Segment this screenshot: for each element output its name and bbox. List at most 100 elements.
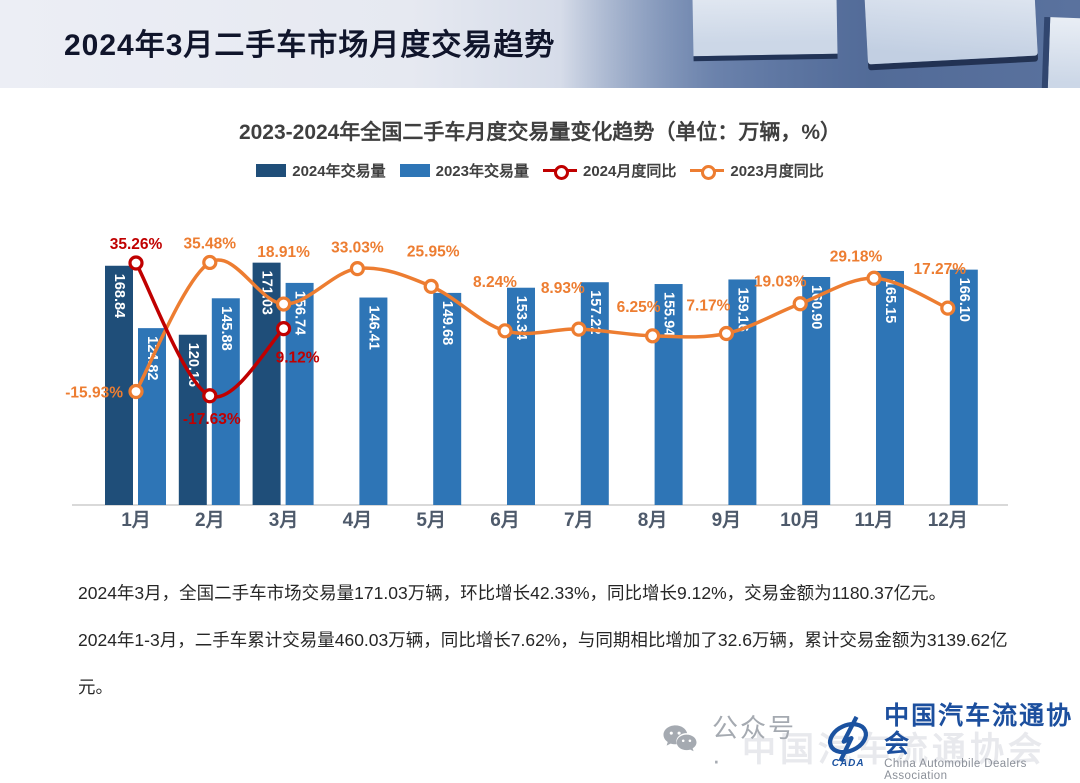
legend-label: 2024年交易量 <box>292 163 386 180</box>
marker-2023月度同比-6月 <box>497 323 513 339</box>
bar-value-label: 166.10 <box>956 278 972 322</box>
chart-legend: 2024年交易量 2023年交易量 2024月度同比 2023月度同比 <box>0 160 1080 181</box>
note-paragraph-2: 2024年1-3月，二手车累计交易量460.03万辆，同比增长7.62%，与同期… <box>78 630 1008 697</box>
pct-label-2023月度同比-2月: 35.48% <box>184 235 237 252</box>
pct-label-2023月度同比-5月: 25.95% <box>407 243 460 260</box>
marker-2023月度同比-4月 <box>349 260 365 277</box>
cube-decoration-3 <box>1041 16 1080 88</box>
cube-decoration-1 <box>692 0 838 62</box>
bar-value-label: 146.41 <box>365 306 381 350</box>
marker-2023月度同比-8月 <box>644 328 661 344</box>
cada-logo: CADA <box>822 715 874 769</box>
bar-value-label: 157.22 <box>587 290 603 334</box>
header-band: 2024年3月二手车市场月度交易趋势 <box>0 0 1080 88</box>
pct-label-2023月度同比-11月: 29.18% <box>830 248 883 265</box>
bar-value-label: 168.84 <box>111 274 127 318</box>
month-label-8月: 8月 <box>638 510 668 531</box>
legend-item-3: 2023月度同比 <box>690 160 824 181</box>
bar-2023年交易量-8月 <box>654 284 683 505</box>
bar-value-label: 149.68 <box>439 301 455 345</box>
bar-value-label: 145.88 <box>218 306 234 350</box>
pct-label-2023月度同比-7月: 8.93% <box>541 280 585 297</box>
org-name-cn: 中国汽车流通协会 <box>884 702 1074 758</box>
marker-2023月度同比-3月 <box>276 296 292 312</box>
legend-bar-swatch <box>399 164 430 177</box>
page-title: 2024年3月二手车市场月度交易趋势 <box>64 29 556 62</box>
wechat-icon <box>658 718 702 767</box>
marker-2024月度同比-2月 <box>202 388 218 404</box>
watermark-text: 中国汽车流通协会 <box>742 731 1046 769</box>
footer-brand-row: 公众号 · CADA 中国汽车流通协会 China Automobile Dea… <box>658 702 1080 782</box>
summary-notes: 2024年3月，全国二手车市场交易量171.03万辆，环比增长42.33%，同比… <box>78 570 1028 711</box>
bar-value-label: 120.16 <box>185 343 201 387</box>
bar-value-label: 160.90 <box>808 285 824 329</box>
note-paragraph-1: 2024年3月，全国二手车市场交易量171.03万辆，环比增长42.33%，同比… <box>78 583 947 603</box>
marker-2023月度同比-12月 <box>940 300 956 316</box>
marker-2023月度同比-7月 <box>571 321 587 337</box>
chart-title: 2023-2024年全国二手车月度交易量变化趋势（单位：万辆，%） <box>238 121 842 144</box>
pct-label-2024月度同比-3月: 9.12% <box>276 350 320 367</box>
bar-2023年交易量-6月 <box>507 287 535 505</box>
pct-label-2024月度同比-1月: 35.26% <box>110 236 163 253</box>
legend-line-marker <box>543 164 577 180</box>
bar-2023年交易量-9月 <box>728 279 757 505</box>
legend-item-0: 2024年交易量 <box>256 160 386 181</box>
legend-item-1: 2023年交易量 <box>399 160 529 181</box>
bar-2023年交易量-2月 <box>211 298 240 505</box>
bar-2023年交易量-10月 <box>802 277 831 505</box>
bar-2023年交易量-3月 <box>285 282 314 505</box>
pct-label-2023月度同比-9月: 7.17% <box>686 298 730 315</box>
bar-value-label: 171.03 <box>259 271 275 315</box>
bar-2023年交易量-4月 <box>359 297 388 505</box>
wechat-account-label: 公众号 · <box>712 713 797 775</box>
month-label-1月: 1月 <box>121 510 151 531</box>
month-label-5月: 5月 <box>416 510 446 531</box>
bar-2024年交易量-1月 <box>105 265 133 505</box>
org-name-en: China Automobile Dealers Association <box>884 758 1027 782</box>
marker-2024月度同比-3月 <box>276 321 292 337</box>
bar-2023年交易量-11月 <box>876 270 904 505</box>
bar-value-label: 159.16 <box>734 287 750 331</box>
bar-2023年交易量-7月 <box>580 282 609 505</box>
cada-logo-text: CADA <box>831 757 865 769</box>
legend-label: 2023月度同比 <box>730 163 824 180</box>
month-label-6月: 6月 <box>490 510 520 531</box>
marker-2023月度同比-2月 <box>202 254 218 271</box>
marker-2023月度同比-11月 <box>866 270 882 286</box>
marker-2023月度同比-10月 <box>792 296 808 312</box>
legend-item-2: 2024月度同比 <box>543 160 676 181</box>
cube-decoration-2 <box>864 0 1038 65</box>
pct-label-2024月度同比-2月: -17.63% <box>183 411 241 428</box>
marker-2024月度同比-1月 <box>128 255 144 271</box>
month-label-3月: 3月 <box>269 510 299 531</box>
pct-label-2023月度同比-8月: 6.25% <box>617 299 661 316</box>
legend-line-marker <box>690 164 725 180</box>
legend-label: 2024月度同比 <box>583 163 677 180</box>
chart-area: 168.84 124.82 1月 120.16 145.88 2月 171.03 156.74… <box>0 220 1080 540</box>
month-label-10月: 10月 <box>780 510 820 531</box>
pct-label-2023月度同比-3月: 18.91% <box>257 244 310 261</box>
pct-label-2023月度同比-12月: 17.27% <box>914 261 967 278</box>
bar-value-label: 165.15 <box>882 279 898 323</box>
month-label-2月: 2月 <box>195 510 225 531</box>
bar-value-label: 155.94 <box>661 292 677 336</box>
org-name-block: 中国汽车流通协会 China Automobile Dealers Associ… <box>884 702 1080 782</box>
legend-bar-swatch <box>256 164 287 177</box>
legend-label: 2023年交易量 <box>435 163 529 180</box>
month-label-11月: 11月 <box>854 510 893 531</box>
month-label-12月: 12月 <box>928 510 968 531</box>
marker-2023月度同比-5月 <box>423 278 439 294</box>
pct-label-2023月度同比-1月: -15.93% <box>65 384 123 401</box>
pct-label-2023月度同比-4月: 33.03% <box>331 240 384 257</box>
pct-label-2023月度同比-6月: 8.24% <box>473 274 517 291</box>
marker-2023月度同比-9月 <box>718 325 735 342</box>
month-label-4月: 4月 <box>343 510 373 531</box>
pct-label-2023月度同比-10月: 19.03% <box>754 274 807 291</box>
marker-2023月度同比-1月 <box>128 383 144 400</box>
month-label-7月: 7月 <box>564 510 594 531</box>
bar-2023年交易量-5月 <box>433 292 462 505</box>
month-label-9月: 9月 <box>712 510 742 531</box>
bar-value-label: 153.34 <box>513 296 529 340</box>
